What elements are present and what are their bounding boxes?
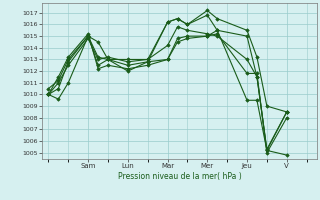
X-axis label: Pression niveau de la mer( hPa ): Pression niveau de la mer( hPa ) <box>118 172 241 181</box>
